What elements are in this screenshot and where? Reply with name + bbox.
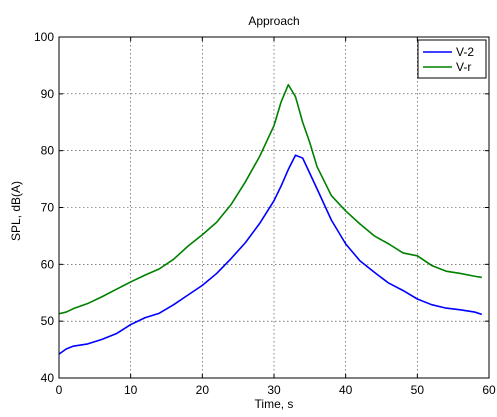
series-line-v-r (58, 83, 482, 315)
plot-area (58, 83, 483, 355)
x-tick-label: 60 (482, 383, 496, 397)
y-tick-label: 40 (41, 371, 55, 385)
x-tick-label: 40 (339, 383, 353, 397)
x-tick-label: 10 (124, 383, 138, 397)
legend-label-v-r: V-r (456, 60, 471, 74)
x-tick-label: 0 (56, 383, 63, 397)
axes: 0 10 20 30 40 50 60 40 50 60 70 80 90 100 (34, 30, 496, 397)
y-axis-label: SPL, dB(A) (9, 181, 23, 241)
y-tick-label: 80 (41, 144, 55, 158)
x-tick-label: 30 (267, 383, 281, 397)
legend: V-2V-r (417, 39, 487, 79)
y-tick-label: 50 (41, 314, 55, 328)
series-line-v-2 (58, 154, 483, 355)
x-tick-label: 20 (196, 383, 210, 397)
chart-title: Approach (248, 14, 299, 28)
grid (59, 37, 489, 378)
y-tick-label: 100 (34, 30, 54, 44)
y-tick-label: 70 (41, 201, 55, 215)
y-tick-label: 90 (41, 87, 55, 101)
y-tick-label: 60 (41, 257, 55, 271)
x-axis-label: Time, s (255, 397, 294, 411)
legend-box (417, 39, 487, 79)
x-tick-label: 50 (411, 383, 425, 397)
legend-label-v-2: V-2 (456, 45, 474, 59)
